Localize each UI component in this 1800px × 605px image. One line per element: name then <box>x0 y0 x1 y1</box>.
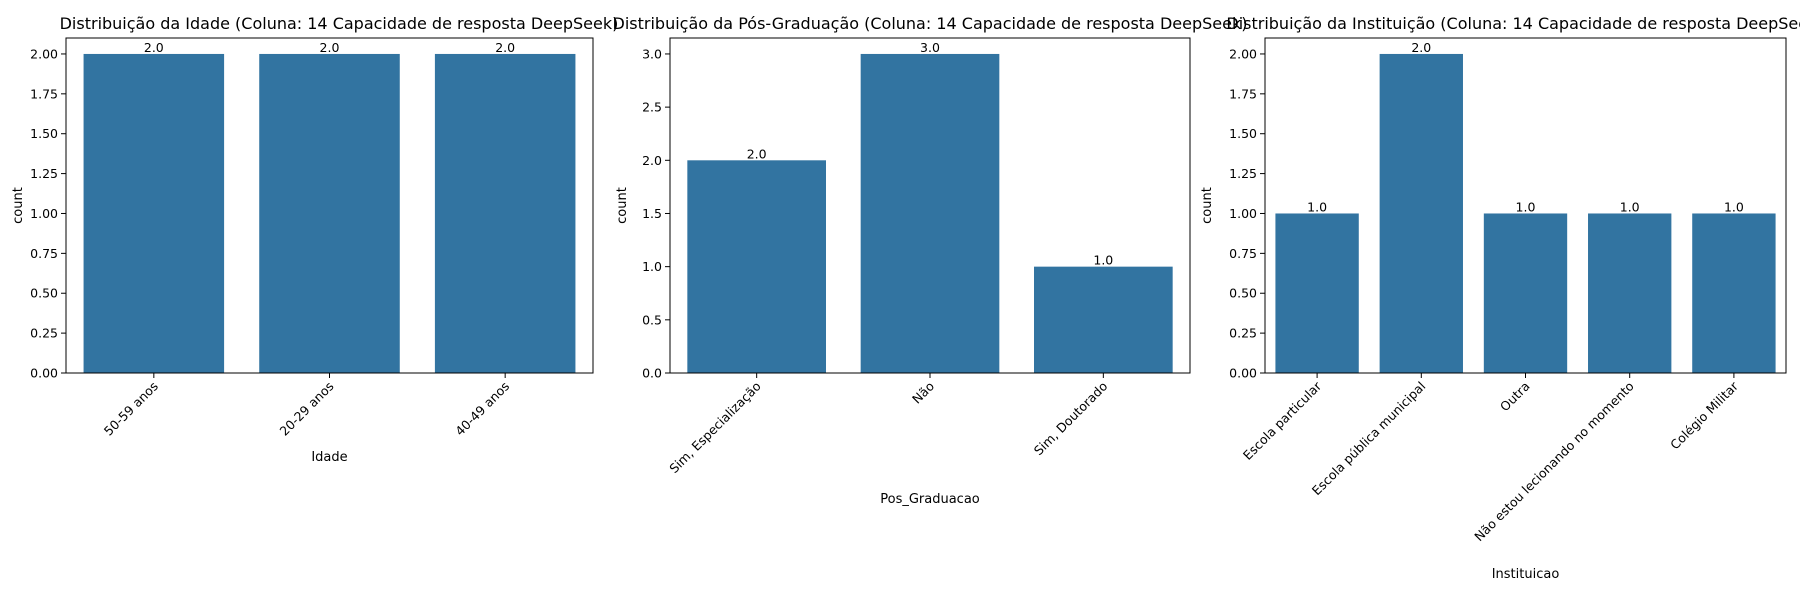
x-tick-label: Sim, Doutorado <box>1031 379 1111 459</box>
y-tick-label: 2.5 <box>642 100 662 115</box>
bar-2-1 <box>1379 53 1463 373</box>
x-tick-label: Escola particular <box>1240 378 1325 463</box>
y-tick-label: 2.0 <box>642 153 662 168</box>
x-tick-label: 40-49 anos <box>452 379 512 439</box>
bar-0-2 <box>434 53 576 373</box>
bar-1-0 <box>687 160 826 373</box>
y-tick-label: 1.25 <box>1229 166 1257 181</box>
y-axis-label: count <box>1200 187 1215 224</box>
x-tick-label: Escola pública municipal <box>1309 379 1429 499</box>
chart-instituicao: 1.0 2.0 1.0 1.0 1.0 0.00 0.25 0.50 0.75 1.00 1.25 1… <box>1200 14 1800 582</box>
y-tick-label: 1.50 <box>30 126 58 141</box>
y-tick-label: 1.00 <box>1229 206 1257 221</box>
y-tick-label: 2.00 <box>1229 46 1257 61</box>
bar-1-1 <box>860 53 1000 373</box>
chart-title: Distribuição da Pós-Graduação (Coluna: 1… <box>613 14 1248 33</box>
bar-0-1 <box>259 53 400 373</box>
y-tick-label: 1.00 <box>30 206 58 221</box>
bar-value-label: 2.0 <box>747 146 767 161</box>
bar-value-label: 1.0 <box>1307 199 1327 214</box>
chart-idade: 2.0 2.0 2.0 0.00 0.25 0.50 0.75 1.00 1.25 1.50 1.7… <box>11 14 618 465</box>
bar-value-label: 1.0 <box>1093 253 1113 268</box>
bar-value-label: 2.0 <box>320 40 340 55</box>
y-tick-label: 0.25 <box>1229 326 1257 341</box>
chart-title: Distribuição da Instituição (Coluna: 14 … <box>1226 14 1800 33</box>
x-axis-label: Instituicao <box>1492 567 1560 582</box>
y-tick-label: 1.0 <box>642 259 662 274</box>
x-tick-label: Colégio Militar <box>1667 378 1741 452</box>
y-tick-label: 0.0 <box>642 366 662 381</box>
bar-value-label: 2.0 <box>495 40 515 55</box>
x-tick-label: 50-59 anos <box>101 379 161 439</box>
y-tick-label: 1.25 <box>30 166 58 181</box>
bar-value-label: 1.0 <box>1620 199 1640 214</box>
y-tick-label: 3.0 <box>642 46 662 61</box>
bar-value-label: 3.0 <box>920 40 940 55</box>
y-tick-label: 0.00 <box>1229 366 1257 381</box>
bar-2-0 <box>1275 213 1359 373</box>
bar-value-label: 2.0 <box>144 40 164 55</box>
x-tick-label: Não <box>909 379 937 407</box>
bar-1-2 <box>1034 266 1173 373</box>
y-tick-label: 0.5 <box>642 312 662 327</box>
y-tick-label: 1.5 <box>642 206 662 221</box>
y-tick-label: 0.50 <box>1229 286 1257 301</box>
bar-value-label: 1.0 <box>1516 199 1536 214</box>
y-tick-label: 1.50 <box>1229 126 1257 141</box>
bar-2-4 <box>1692 213 1776 373</box>
bar-value-label: 1.0 <box>1724 199 1744 214</box>
y-tick-label: 0.50 <box>30 286 58 301</box>
y-tick-label: 0.00 <box>30 366 58 381</box>
x-axis-label: Pos_Graduacao <box>880 492 980 507</box>
y-tick-label: 2.00 <box>30 46 58 61</box>
chart-pos-graduacao: 2.0 3.0 1.0 0.0 0.5 1.0 1.5 2.0 2.5 3.0 Sim, Espec… <box>613 14 1248 507</box>
y-tick-label: 1.75 <box>1229 86 1257 101</box>
bar-value-label: 2.0 <box>1411 40 1431 55</box>
x-tick-label: Outra <box>1497 379 1533 415</box>
chart-title: Distribuição da Idade (Coluna: 14 Capaci… <box>60 14 619 33</box>
y-tick-label: 0.75 <box>30 246 58 261</box>
y-axis-label: count <box>615 187 630 224</box>
x-tick-label: 20-29 anos <box>276 379 336 439</box>
y-axis-label: count <box>11 187 26 224</box>
y-tick-label: 1.75 <box>30 86 58 101</box>
bar-2-2 <box>1483 213 1568 373</box>
x-tick-label: Sim, Especialização <box>666 379 764 477</box>
y-tick-label: 0.25 <box>30 326 58 341</box>
x-axis-label: Idade <box>311 450 347 465</box>
y-tick-label: 0.75 <box>1229 246 1257 261</box>
bar-0-0 <box>83 53 225 373</box>
bar-2-3 <box>1588 213 1672 373</box>
